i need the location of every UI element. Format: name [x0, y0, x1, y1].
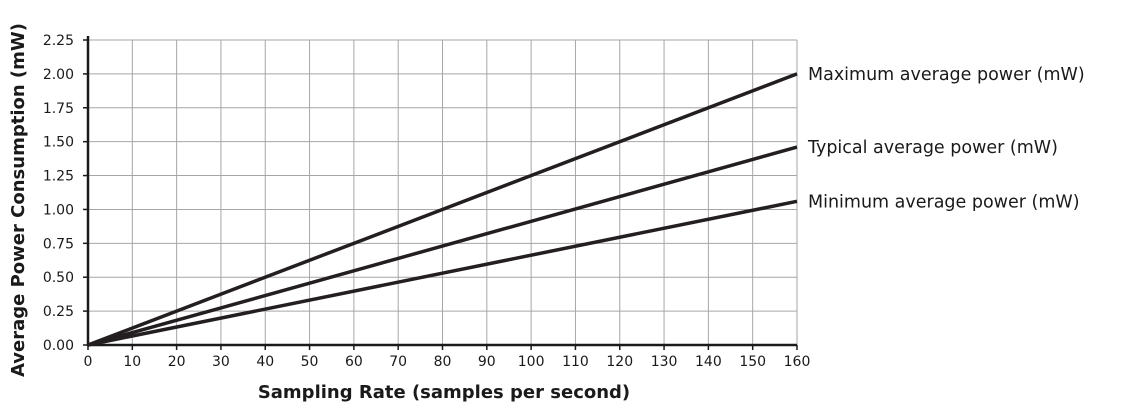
series-line	[87, 72, 798, 347]
x-axis-title: Sampling Rate (samples per second)	[258, 382, 630, 403]
x-tick-label: 10	[123, 354, 141, 370]
series-line	[87, 199, 798, 347]
axes	[83, 36, 798, 350]
y-tick-label: 2.00	[43, 67, 74, 83]
x-tick-label: 70	[389, 354, 407, 370]
y-tick-label: 0.50	[43, 270, 74, 286]
x-tick-label: 100	[518, 354, 545, 370]
x-tick-label: 130	[651, 354, 678, 370]
grid	[88, 39, 798, 345]
x-tick-label: 40	[256, 354, 274, 370]
y-tick-label: 1.00	[43, 202, 74, 218]
series-lines	[87, 72, 798, 347]
x-tick-label: 150	[739, 354, 766, 370]
x-tick-label: 30	[212, 354, 230, 370]
x-tick-label: 50	[301, 354, 319, 370]
series-label: Maximum average power (mW)	[808, 65, 1085, 85]
series-line	[87, 145, 798, 347]
y-tick-label: 1.75	[43, 101, 74, 117]
x-tick-label: 20	[168, 354, 186, 370]
tick-labels: 0 10 20 30 40 50 60 70 80 90 100 110 120 130 140 150 160…	[43, 33, 811, 370]
x-tick-label: 0	[84, 354, 93, 370]
x-tick-label: 140	[695, 354, 722, 370]
x-tick-label: 80	[434, 354, 452, 370]
x-tick-label: 60	[345, 354, 363, 370]
series-label: Typical average power (mW)	[807, 138, 1058, 158]
y-tick-label: 0.25	[43, 304, 74, 320]
x-tick-label: 160	[784, 354, 811, 370]
y-tick-label: 0.75	[43, 236, 74, 252]
y-tick-label: 1.50	[43, 135, 74, 151]
y-axis-title: Average Power Consumption (mW)	[8, 23, 29, 377]
y-tick-label: 1.25	[43, 169, 74, 185]
x-tick-label: 120	[606, 354, 633, 370]
x-tick-label: 110	[562, 354, 589, 370]
series-labels: Maximum average power (mW) Typical averag…	[807, 65, 1085, 212]
y-tick-label: 0.00	[43, 338, 74, 354]
y-tick-label: 2.25	[43, 33, 74, 49]
series-label: Minimum average power (mW)	[808, 192, 1080, 212]
x-tick-label: 90	[478, 354, 496, 370]
